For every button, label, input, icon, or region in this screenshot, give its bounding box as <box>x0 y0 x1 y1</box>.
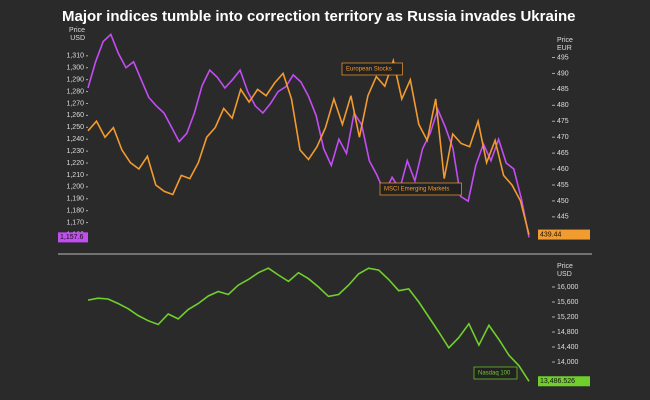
y2-tick-label: 15,600 <box>557 299 579 306</box>
last-value-label: 13,486.526 <box>540 378 575 385</box>
legend-label: MSCI Emerging Markets <box>384 187 449 193</box>
chart-title: Major indices tumble into correction ter… <box>62 8 576 25</box>
series-line <box>87 267 530 382</box>
y2-tick-label: 445 <box>557 214 569 221</box>
y2-axis-label: USD <box>557 271 572 278</box>
legend-box <box>473 366 518 380</box>
last-value-label: 439.44 <box>540 231 562 238</box>
y2-tick-label: 490 <box>557 70 569 77</box>
y2-tick-label: 465 <box>557 150 569 157</box>
last-value-tag <box>58 232 88 243</box>
y-tick-label: 1,270 <box>66 100 84 107</box>
y2-tick-label: 455 <box>557 182 569 189</box>
y-tick-label: 1,210 <box>66 172 84 179</box>
y-axis-label: USD <box>70 35 85 42</box>
y2-tick-label: 14,400 <box>557 344 579 351</box>
y-tick-label: 1,190 <box>66 196 84 203</box>
y-tick-label: 1,230 <box>66 148 84 155</box>
y-tick-label: 1,240 <box>66 136 84 143</box>
y-tick-label: 1,310 <box>66 53 84 60</box>
last-value-tag <box>538 376 590 387</box>
y-axis-label: Price <box>69 27 85 34</box>
y2-tick-label: 485 <box>557 86 569 93</box>
y-tick-label: 1,260 <box>66 112 84 119</box>
y2-tick-label: 460 <box>557 166 569 173</box>
y-tick-label: 1,290 <box>66 76 84 83</box>
y-tick-label: 1,250 <box>66 124 84 131</box>
series-line <box>87 57 530 235</box>
y2-tick-label: 450 <box>557 198 569 205</box>
last-value-tag <box>538 229 590 240</box>
y-tick-label: 1,200 <box>66 184 84 191</box>
series-line <box>87 33 530 238</box>
last-value-label: 1,157.6 <box>60 234 83 241</box>
legend-label: European Stocks <box>346 67 392 73</box>
y-tick-label: 1,300 <box>66 65 84 72</box>
legend-box <box>379 182 462 196</box>
y2-axis-label: Price <box>557 263 573 270</box>
y2-tick-label: 16,000 <box>557 284 579 291</box>
y-tick-label: 1,180 <box>66 208 84 215</box>
y2-tick-label: 14,000 <box>557 359 579 366</box>
y2-axis-label: Price <box>557 37 573 44</box>
y2-axis-label: EUR <box>557 45 572 52</box>
y2-tick-label: 475 <box>557 118 569 125</box>
y2-tick-label: 470 <box>557 134 569 141</box>
y-tick-label: 1,170 <box>66 219 84 226</box>
y2-tick-label: 495 <box>557 54 569 61</box>
y2-tick-label: 14,800 <box>557 329 579 336</box>
y-tick-label: 1,220 <box>66 160 84 167</box>
y2-tick-label: 480 <box>557 102 569 109</box>
y-tick-label: 1,280 <box>66 88 84 95</box>
legend-label: Nasdaq 100 <box>478 371 511 377</box>
legend-box <box>341 62 403 76</box>
y2-tick-label: 15,200 <box>557 314 579 321</box>
